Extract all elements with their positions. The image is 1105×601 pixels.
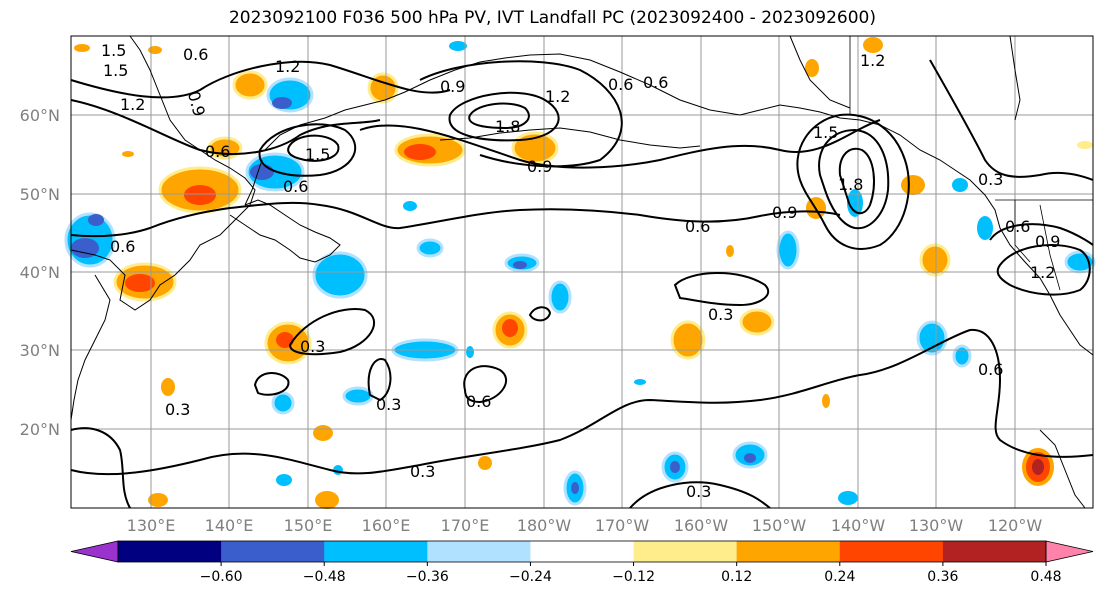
lon-label: 150°E <box>284 516 333 535</box>
lat-label: 50°N <box>20 185 60 204</box>
colorbar-tick-label: 0.24 <box>824 569 855 585</box>
contour-label: 0.6 <box>183 45 208 64</box>
colorbar-tick-label: 0.36 <box>927 569 958 585</box>
colorbar-bin <box>118 541 222 562</box>
contour-label: 0.9 <box>527 157 552 176</box>
contour-label: 1.5 <box>813 123 838 142</box>
colorbar-tick-label: −0.48 <box>303 569 346 585</box>
contour-label: 0.6 <box>1005 217 1030 236</box>
colorbar-bin <box>427 541 531 562</box>
colorbar-bin <box>736 541 841 562</box>
lon-label: 160°W <box>674 516 729 535</box>
colorbar-tick-label: −0.24 <box>509 569 552 585</box>
contour-label: 1.5 <box>101 41 126 60</box>
contour-label: 1.8 <box>838 175 863 194</box>
lon-label: 140°W <box>831 516 886 535</box>
contour-labels: 1.5 0.6 1.2 0.9 1.5 0.6 1.8 0.9 1.2 1.5 … <box>101 41 1060 501</box>
colorbar-tick-label: −0.60 <box>200 569 243 585</box>
contour-label: 0.3 <box>376 395 401 414</box>
contour-label: 0.9 <box>1035 232 1060 251</box>
lat-label: 60°N <box>20 106 60 125</box>
contour-label: 0.9 <box>440 77 465 96</box>
colorbar-bin <box>221 541 325 562</box>
contour-label: 0.6 <box>685 217 710 236</box>
lon-label: 130°E <box>127 516 176 535</box>
contour-label: 1.2 <box>1030 263 1055 282</box>
contour-label: 0.3 <box>300 337 325 356</box>
pv-contours <box>70 59 1094 509</box>
contour-label: 0.6 <box>608 75 633 94</box>
contour-label: 1.8 <box>495 117 520 136</box>
colorbar-tick-label: −0.36 <box>406 569 449 585</box>
colorbar-tick-label: −0.12 <box>612 569 655 585</box>
contour-label: 0.6 <box>205 142 230 161</box>
contour-label: 0.3 <box>165 400 190 419</box>
contour-label: 1.2 <box>275 57 300 76</box>
contour-label: 1.2 <box>860 51 885 70</box>
contour-label: 0.3 <box>708 305 733 324</box>
contour-label: 1.2 <box>120 95 145 114</box>
coastlines <box>70 35 1094 509</box>
contour-label: 0.9 <box>772 203 797 222</box>
political-borders <box>849 36 1093 291</box>
colorbar-extend-high <box>1045 540 1094 563</box>
colorbar-bin <box>530 541 635 562</box>
colorbar-bin <box>942 541 1047 562</box>
colorbar-outline <box>117 540 1047 563</box>
colorbar: −0.60 −0.48 −0.36 −0.24 −0.12 0.12 0.24 0.36 0.4… <box>70 540 1094 585</box>
lon-label: 160°E <box>362 516 411 535</box>
lon-label: 180°W <box>517 516 572 535</box>
lon-label: 130°W <box>909 516 964 535</box>
lon-label: 140°E <box>205 516 254 535</box>
latitude-labels: 60°N 50°N 40°N 30°N 20°N <box>20 106 60 439</box>
lon-label: 170°E <box>441 516 490 535</box>
lon-label: 170°W <box>595 516 650 535</box>
contour-label: 0.6 <box>466 392 491 411</box>
longitude-labels: 130°E 140°E 150°E 160°E 170°E 180°W 170°… <box>127 516 1043 535</box>
contour-label: 0.3 <box>978 170 1003 189</box>
contour-label: 0.6 <box>643 73 668 92</box>
colorbar-extend-low <box>70 540 119 563</box>
contour-label: 1.5 <box>103 61 128 80</box>
contour-label: 1.2 <box>545 87 570 106</box>
lon-label: 150°W <box>752 516 807 535</box>
colorbar-bin <box>839 541 944 562</box>
map-title: 2023092100 F036 500 hPa PV, IVT Landfall… <box>228 8 876 28</box>
lon-label: 120°W <box>988 516 1043 535</box>
contour-label: 0.6 <box>110 237 135 256</box>
colorbar-tick-label: 0.12 <box>721 569 752 585</box>
contour-label: 0.6 <box>283 177 308 196</box>
contour-label: 1.5 <box>305 145 330 164</box>
lat-label: 30°N <box>20 341 60 360</box>
positive-anomaly-blobs <box>74 37 1093 509</box>
lat-label: 40°N <box>20 263 60 282</box>
colorbar-tick-label: 0.48 <box>1030 569 1061 585</box>
contour-label: 0.3 <box>410 462 435 481</box>
gridlines <box>71 36 1093 508</box>
colorbar-bin <box>633 541 738 562</box>
map-frame <box>70 35 1094 509</box>
contour-label: 0.3 <box>686 482 711 501</box>
lat-label: 20°N <box>20 420 60 439</box>
contour-label: 0.6 <box>978 360 1003 379</box>
colorbar-bin <box>324 541 428 562</box>
